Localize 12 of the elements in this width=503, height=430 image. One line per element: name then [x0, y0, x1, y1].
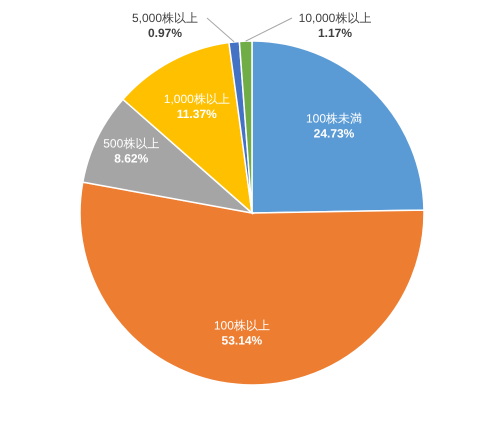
data-label: 8.62%: [114, 152, 149, 166]
slice-label: 500株以上: [103, 136, 160, 151]
slice-label: 5,000株以上: [132, 11, 198, 25]
data-label: 0.97%: [148, 26, 182, 40]
data-label: 24.73%: [314, 126, 355, 141]
slice-label: 100株未満: [306, 112, 362, 126]
slice-label: 10,000株以上: [298, 11, 372, 25]
data-label: 53.14%: [222, 333, 263, 348]
data-label: 11.37%: [176, 106, 218, 121]
slice-label: 100株以上: [214, 318, 270, 332]
slice-label: 1,000株以上: [164, 92, 230, 106]
data-label: 1.17%: [318, 26, 352, 40]
